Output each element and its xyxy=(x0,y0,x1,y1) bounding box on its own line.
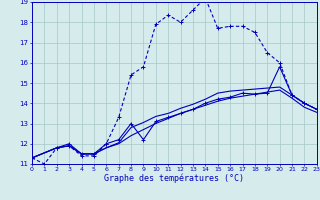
X-axis label: Graphe des températures (°C): Graphe des températures (°C) xyxy=(104,174,244,183)
